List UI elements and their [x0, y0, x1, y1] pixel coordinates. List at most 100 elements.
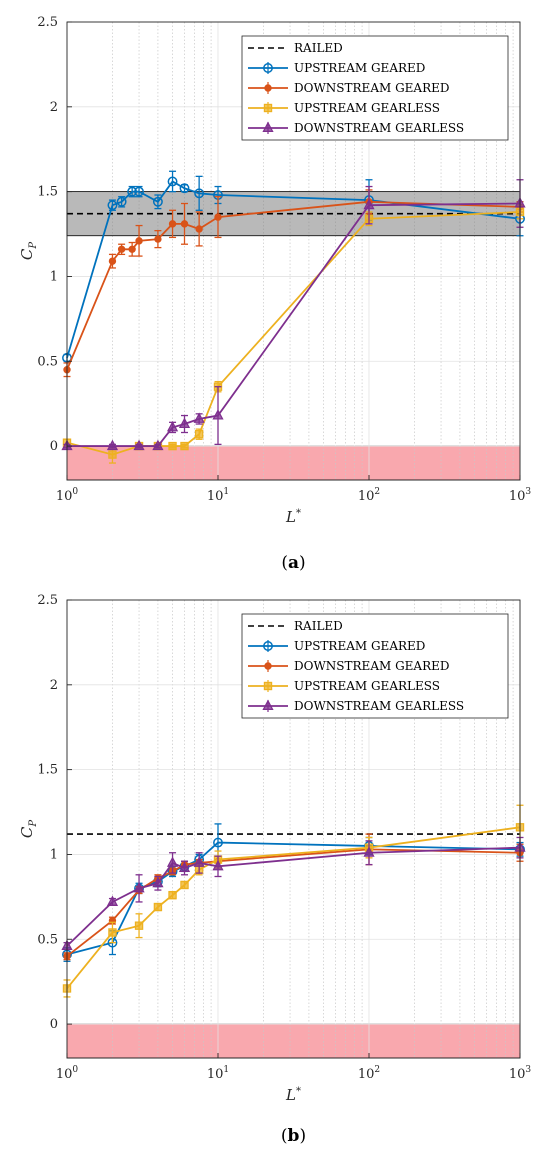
x-axis-label: L*	[285, 1086, 301, 1104]
data-point	[194, 188, 205, 199]
data-point	[180, 220, 189, 228]
data-point	[106, 439, 119, 451]
chart-a: 100 101 102 103 0 0.5 1 1.5 2 2.5 L* CP RAILED UPSTRE…	[18, 15, 531, 573]
data-point	[178, 861, 191, 873]
legend-entry: UPSTREAM GEARLESS	[248, 101, 440, 115]
data-point	[166, 856, 179, 867]
data-point	[178, 417, 191, 429]
data-point	[152, 196, 163, 207]
axes-box	[66, 599, 521, 1059]
legend: RAILED UPSTREAM GEARED DOWNSTREAM GEARED UP…	[241, 613, 509, 719]
data-point	[262, 699, 274, 711]
x-axis-label: L*	[285, 508, 301, 526]
data-point	[213, 837, 223, 848]
data-point	[195, 225, 203, 233]
x-tick-label: 103	[509, 487, 532, 504]
data-point	[166, 420, 179, 432]
data-point	[133, 439, 145, 451]
data-point	[180, 880, 189, 890]
data-point	[363, 846, 375, 857]
data-point	[117, 245, 126, 254]
error-bar	[169, 170, 177, 193]
y-tick-label: 1	[50, 847, 58, 862]
chart-b: 100 101 102 103 0 0.5 1 1.5 2 2.5 L* CP RAILED UPSTRE…	[18, 593, 531, 1146]
data-point	[212, 409, 224, 420]
y-tick-label: 2	[50, 100, 58, 115]
series-line	[66, 848, 521, 957]
y-axis-label: CP	[18, 820, 39, 838]
data-point	[263, 681, 273, 691]
data-point	[108, 257, 117, 265]
data-point	[262, 121, 274, 132]
series-line	[66, 211, 521, 456]
y-tick-label: 0	[50, 439, 58, 454]
legend-entry: RAILED	[248, 619, 343, 633]
legend-label: RAILED	[294, 619, 343, 633]
legend-entry: UPSTREAM GEARED	[248, 639, 425, 653]
x-tick-label: 100	[56, 1065, 79, 1082]
data-point	[133, 881, 145, 893]
data-point	[193, 412, 205, 423]
y-tick-label: 1.5	[37, 185, 58, 200]
legend-label: UPSTREAM GEARLESS	[294, 101, 440, 115]
y-axis-label: CP	[18, 242, 39, 260]
data-point	[154, 235, 162, 243]
axes-box	[66, 21, 521, 481]
legend-entry: DOWNSTREAM GEARLESS	[248, 699, 464, 713]
figure-caption: (b)	[281, 1126, 306, 1146]
data-point	[167, 176, 178, 187]
data-point	[152, 876, 164, 888]
y-tick-label: 0.5	[37, 932, 58, 947]
series-line	[67, 202, 521, 447]
data-point	[212, 859, 224, 871]
data-point	[264, 662, 272, 670]
legend-entry: DOWNSTREAM GEARLESS	[248, 121, 464, 135]
data-point	[180, 441, 189, 451]
legend-label: UPSTREAM GEARED	[294, 61, 425, 75]
legend-entry: DOWNSTREAM GEARED	[248, 81, 450, 95]
error-bar	[128, 185, 136, 198]
data-point	[128, 245, 136, 254]
series-line	[66, 846, 521, 947]
legend-label: DOWNSTREAM GEARED	[294, 659, 450, 673]
data-point	[108, 450, 117, 459]
negative-region	[66, 445, 521, 481]
data-point	[135, 237, 143, 245]
x-tick-label: 100	[56, 487, 79, 504]
x-tick-label: 102	[358, 487, 380, 504]
data-point	[107, 200, 118, 211]
data-point	[116, 196, 127, 207]
legend-entry: UPSTREAM GEARED	[248, 61, 425, 75]
series-line	[66, 826, 521, 990]
legend-entry: RAILED	[248, 41, 343, 55]
legend-entry: DOWNSTREAM GEARED	[248, 659, 450, 673]
legend-label: RAILED	[294, 41, 343, 55]
y-tick-label: 1.5	[37, 763, 58, 778]
data-point	[134, 186, 144, 197]
legend-entry: UPSTREAM GEARLESS	[248, 679, 440, 693]
data-point	[194, 430, 204, 439]
data-point	[153, 902, 163, 912]
error-bar	[118, 196, 126, 208]
data-point	[179, 183, 190, 194]
series-line	[66, 180, 521, 359]
data-point	[214, 213, 222, 221]
y-tick-label: 0	[50, 1017, 58, 1032]
error-bar	[195, 175, 203, 211]
data-point	[168, 220, 177, 228]
x-tick-label: 101	[207, 487, 229, 504]
y-tick-label: 2	[50, 678, 58, 693]
error-bar	[108, 199, 116, 211]
data-point	[127, 186, 138, 197]
data-point	[263, 63, 273, 73]
data-point	[264, 84, 272, 92]
y-tick-label: 2.5	[37, 593, 58, 608]
negative-region	[66, 1023, 521, 1059]
x-tick-label: 101	[207, 1065, 229, 1082]
data-point	[152, 439, 164, 451]
y-tick-label: 2.5	[37, 15, 58, 30]
legend-label: DOWNSTREAM GEARED	[294, 81, 450, 95]
x-tick-label: 103	[509, 1065, 532, 1082]
data-point	[108, 928, 117, 937]
